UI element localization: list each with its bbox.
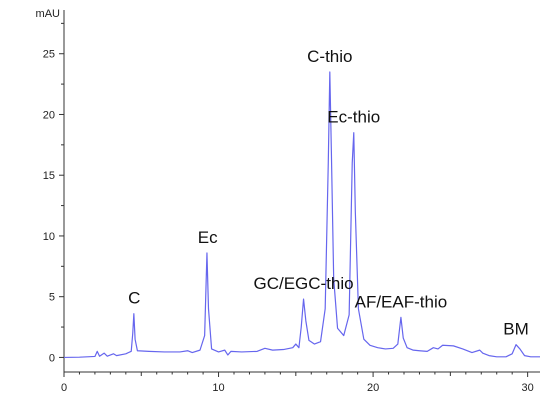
y-tick-label: 15 bbox=[43, 170, 55, 182]
peak-label: GC/EGC-thio bbox=[253, 274, 353, 293]
x-tick-label: 0 bbox=[61, 382, 67, 394]
y-tick-label: 0 bbox=[49, 352, 55, 364]
y-tick-label: 25 bbox=[43, 49, 55, 61]
y-unit-label: mAU bbox=[36, 8, 61, 20]
y-tick-label: 5 bbox=[49, 292, 55, 304]
peak-label: BM bbox=[503, 320, 529, 339]
y-tick-label: 20 bbox=[43, 109, 55, 121]
peak-label: Ec-thio bbox=[327, 108, 380, 127]
peak-label: AF/EAF-thio bbox=[355, 292, 448, 311]
x-tick-label: 10 bbox=[212, 382, 224, 394]
peak-label: C-thio bbox=[307, 47, 352, 66]
peak-label: C bbox=[128, 289, 140, 308]
x-tick-label: 20 bbox=[367, 382, 379, 394]
chromatogram-trace bbox=[63, 71, 540, 359]
x-tick-label: 30 bbox=[522, 382, 534, 394]
trace-group bbox=[63, 71, 540, 359]
peak-labels-group: C Ec GC/EGC-thio C-thio Ec-thio AF/EAF-thio BM bbox=[128, 47, 529, 339]
axes-group: mAU bbox=[36, 8, 540, 373]
ticks-group: 0 5 10 15 20 25 0 10 20 30 bbox=[43, 22, 534, 394]
peak-label: Ec bbox=[198, 228, 218, 247]
y-tick-label: 10 bbox=[43, 231, 55, 243]
